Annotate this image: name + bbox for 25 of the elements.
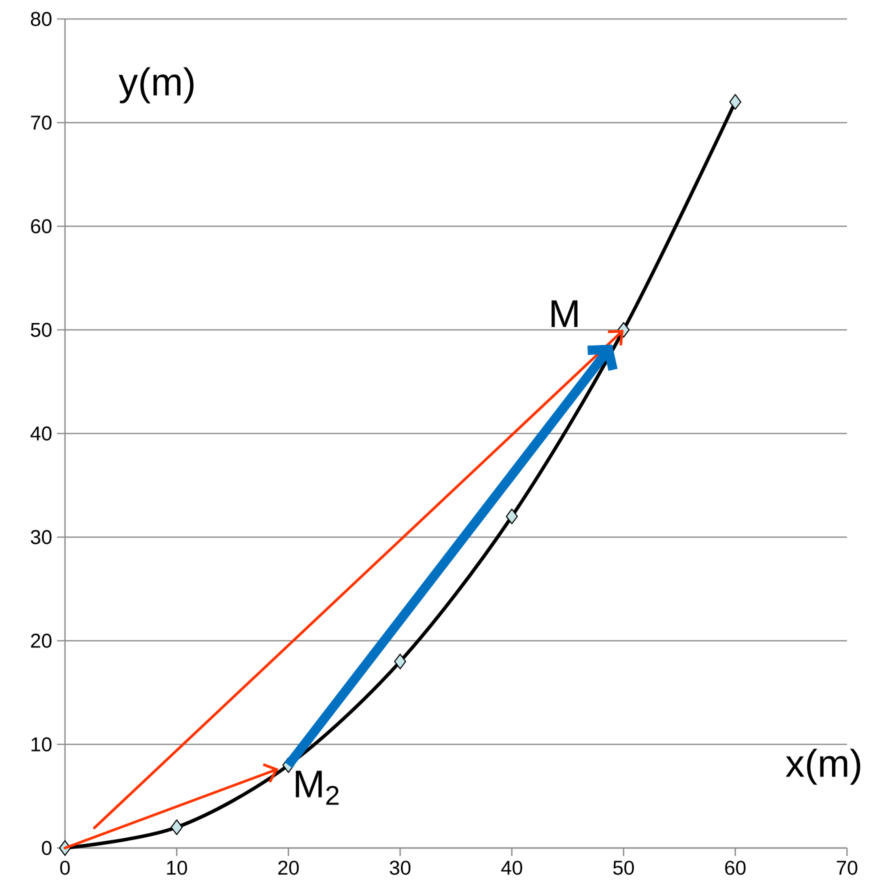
y-tick-label: 30 bbox=[30, 530, 52, 544]
annotation: M$_{2}$ bbox=[296, 770, 339, 805]
y-axis-title: y(m) bbox=[118, 67, 194, 104]
x-tick-label: 60 bbox=[725, 860, 746, 875]
x-tick-label: 40 bbox=[501, 860, 522, 875]
y-tick-label: 0 bbox=[42, 840, 52, 856]
y-tick-label: 50 bbox=[30, 322, 52, 337]
y-tick-label: 40 bbox=[30, 426, 52, 441]
x-tick-label: 50 bbox=[613, 860, 634, 875]
y-tick-label: 60 bbox=[31, 219, 52, 234]
point bbox=[394, 654, 406, 670]
point bbox=[506, 508, 518, 524]
y-tick-label: 20 bbox=[31, 634, 52, 648]
x-tick-label: 20 bbox=[278, 860, 299, 875]
x-tick-label: 70 bbox=[836, 860, 858, 875]
x-tick-label: 30 bbox=[390, 860, 410, 875]
y-tick-label: 80 bbox=[30, 12, 52, 26]
x-tick-label: 10 bbox=[167, 860, 188, 875]
x-tick-label: 0 bbox=[60, 860, 70, 875]
x-axis-title: x(m) bbox=[786, 748, 860, 785]
point bbox=[729, 94, 742, 110]
annotation: M bbox=[552, 300, 578, 327]
y-tick-label: 70 bbox=[31, 116, 52, 130]
y-tick-label: 10 bbox=[32, 737, 52, 752]
point bbox=[170, 819, 183, 836]
